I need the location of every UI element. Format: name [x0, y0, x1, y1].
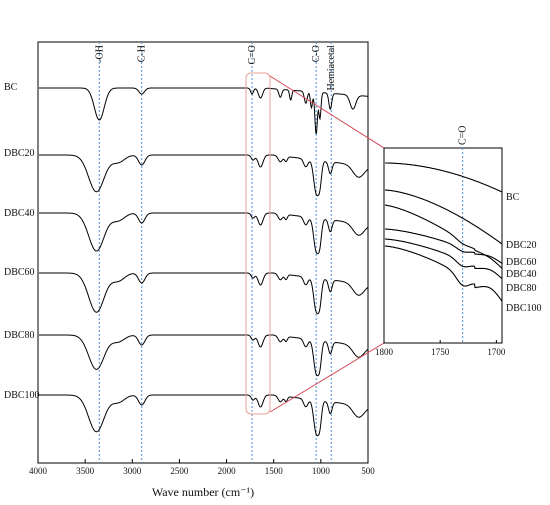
inset-spectrum-line-bc: [385, 162, 503, 193]
inset-spectrum-line-dbc40: [385, 204, 503, 269]
inset-x-tick-label-1750: 1750: [431, 347, 450, 357]
main-x-ticks: 4000 3500 3000 2500 2000 1500 1000 500: [29, 459, 375, 476]
series-label-dbc40: DBC40: [4, 208, 35, 219]
main-spectra: [39, 87, 369, 437]
band-label-oh: -OH: [94, 45, 105, 63]
inset-spectra: [384, 162, 503, 302]
spectrum-line-dbc40: [39, 212, 369, 255]
inset-plot-frame: [383, 147, 503, 344]
inset-label-bc: BC: [506, 192, 520, 203]
zoom-connector-top: [269, 75, 385, 149]
series-label-bc: BC: [4, 82, 18, 93]
inset-spectrum-line-dbc80: [384, 238, 503, 280]
x-tick-label-4000: 4000: [29, 466, 48, 476]
x-tick-label-1500: 1500: [265, 466, 284, 476]
x-tick-label-2500: 2500: [170, 466, 189, 476]
series-label-dbc60: DBC60: [4, 267, 35, 278]
x-tick-label-2000: 2000: [218, 466, 237, 476]
zoom-region-box: [245, 72, 271, 415]
inset-label-dbc80: DBC80: [506, 283, 537, 294]
inset-spectrum-line-dbc20: [384, 189, 503, 245]
band-label-hemiacetal: Hemiacetal: [326, 45, 337, 91]
spectrum-line-dbc20: [39, 154, 369, 197]
zoom-connector-bottom: [269, 342, 385, 413]
x-tick-label-1000: 1000: [312, 466, 331, 476]
x-tick-label-3500: 3500: [76, 466, 95, 476]
inset-label-dbc100: DBC100: [506, 303, 542, 314]
inset-label-dbc20: DBC20: [506, 240, 537, 251]
x-tick-label-3000: 3000: [123, 466, 142, 476]
inset-spectrum-line-dbc100: [384, 245, 503, 302]
inset-band-label-co: C=O: [458, 125, 469, 145]
series-label-dbc20: DBC20: [4, 148, 35, 159]
band-label-ch: C-H: [137, 45, 148, 62]
spectrum-line-dbc100: [39, 394, 369, 437]
spectrum-line-dbc80: [39, 334, 369, 377]
inset-x-ticks: 1800 1750 1700: [375, 340, 506, 357]
band-label-co-double: C=O: [247, 45, 258, 65]
inset-x-tick-label-1700: 1700: [487, 347, 506, 357]
x-axis-title: Wave number (cm⁻¹): [152, 485, 254, 499]
main-band-markers: [98, 42, 332, 463]
inset-label-dbc40: DBC40: [506, 269, 537, 280]
spectrum-line-bc: [39, 87, 368, 135]
spectrum-line-dbc60: [39, 272, 369, 315]
main-plot-frame: [37, 41, 369, 464]
inset-label-dbc60: DBC60: [506, 257, 537, 268]
series-label-dbc80: DBC80: [4, 330, 35, 341]
inset-x-tick-label-1800: 1800: [375, 347, 394, 357]
inset-spectrum-line-dbc60: [385, 228, 503, 264]
band-label-co-single: C-O: [311, 45, 322, 62]
series-label-dbc100: DBC100: [4, 390, 40, 401]
x-tick-label-500: 500: [361, 466, 375, 476]
